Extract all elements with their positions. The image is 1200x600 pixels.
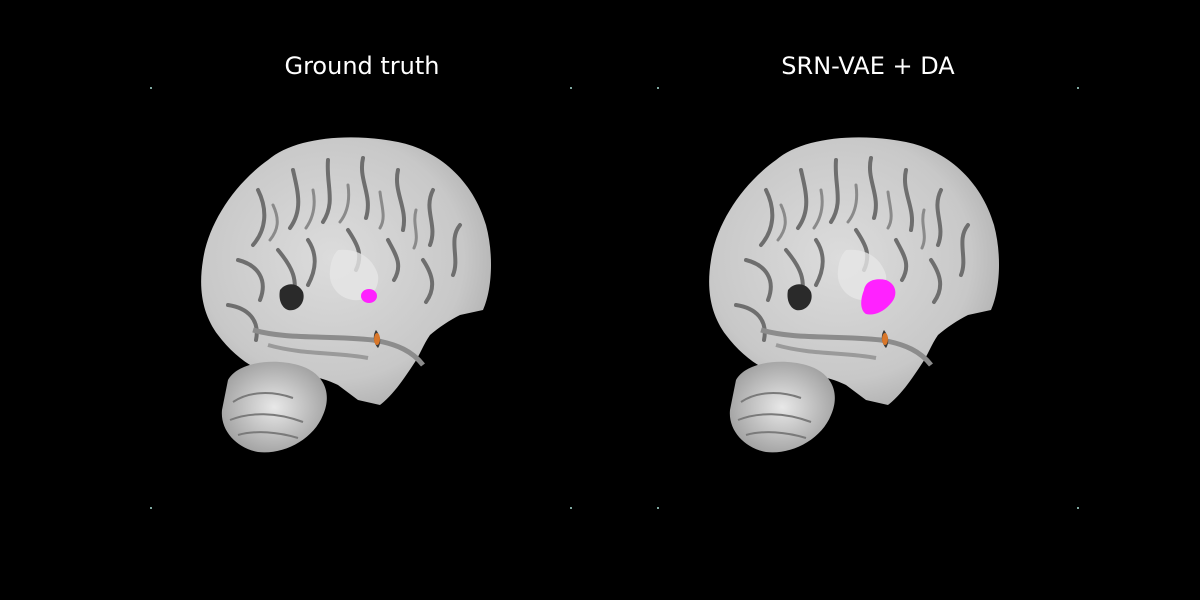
panel-ground-truth: Ground truth <box>0 0 600 600</box>
mri-sagittal-slice <box>198 130 498 465</box>
mri-sagittal-slice <box>706 130 1006 465</box>
corner-marker <box>657 87 659 89</box>
corner-marker <box>1077 87 1079 89</box>
secondary-segmentation <box>882 333 888 345</box>
panel-title: SRN-VAE + DA <box>268 52 1200 80</box>
lesion-segmentation <box>361 289 377 303</box>
secondary-segmentation <box>374 333 380 345</box>
corner-marker <box>1077 507 1079 509</box>
corner-marker <box>150 507 152 509</box>
corner-marker <box>570 87 572 89</box>
corner-marker <box>150 87 152 89</box>
panel-srn-vae-da: SRN-VAE + DA <box>600 0 1200 600</box>
corner-marker <box>570 507 572 509</box>
corner-marker <box>657 507 659 509</box>
